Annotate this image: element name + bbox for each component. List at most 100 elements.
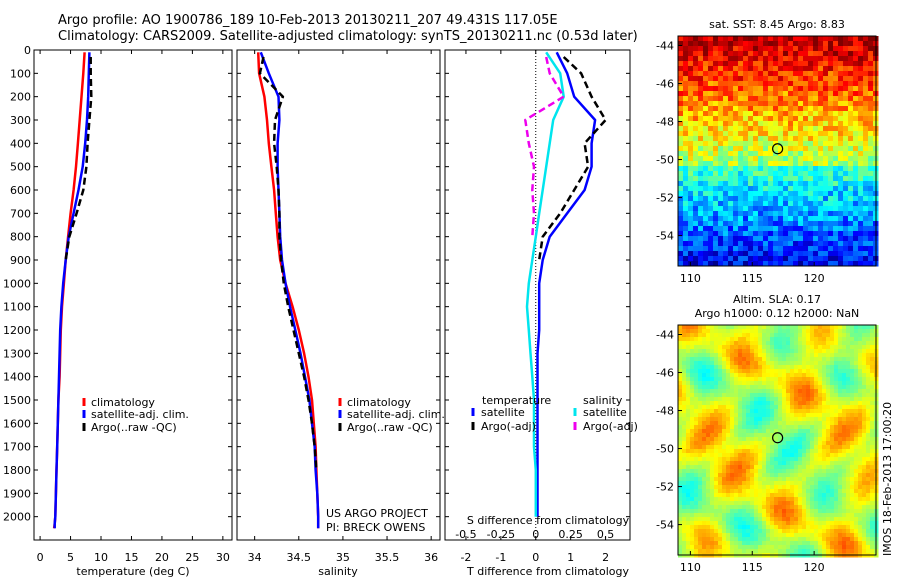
map-cell: [778, 489, 783, 494]
map-cell: [733, 231, 739, 237]
map-cell: [783, 111, 789, 117]
map-cell: [798, 385, 803, 390]
map-cell: [854, 533, 859, 538]
map-cell: [743, 181, 749, 187]
map-cell: [738, 161, 744, 167]
map-cell: [738, 493, 743, 498]
map-cell: [854, 365, 859, 370]
map-cell: [718, 156, 724, 162]
map-cell: [778, 533, 783, 538]
map-cell: [710, 417, 715, 422]
map-cell: [728, 76, 734, 82]
map-cell: [830, 449, 835, 454]
map-cell: [746, 397, 751, 402]
map-cell: [833, 81, 839, 87]
map-cell: [706, 533, 711, 538]
map-cell: [866, 333, 871, 338]
map-cell: [703, 136, 709, 142]
map-cell: [738, 226, 744, 232]
map-cell: [814, 405, 819, 410]
map-cell: [718, 453, 723, 458]
map-cell: [678, 429, 683, 434]
map-cell: [806, 493, 811, 498]
map-cell: [783, 136, 789, 142]
map-cell: [848, 191, 854, 197]
map-cell: [682, 513, 687, 518]
map-cell: [698, 256, 704, 262]
map-cell: [738, 86, 744, 92]
map-cell: [790, 473, 795, 478]
map-cell: [818, 226, 824, 232]
map-cell: [710, 505, 715, 510]
map-cell: [693, 141, 699, 147]
map-cell: [718, 545, 723, 550]
map-cell: [770, 497, 775, 502]
map-cell: [853, 106, 859, 112]
map-cell: [698, 261, 704, 267]
map-cell: [688, 146, 694, 152]
map-cell: [678, 381, 683, 386]
map-cell: [713, 181, 719, 187]
map-cell: [774, 445, 779, 450]
map-cell: [803, 116, 809, 122]
map-cell: [806, 445, 811, 450]
map-cell: [822, 461, 827, 466]
map-cell: [730, 529, 735, 534]
map-cell: [838, 116, 844, 122]
map-cell: [778, 481, 783, 486]
map-cell: [823, 251, 829, 257]
map-cell: [843, 176, 849, 182]
map-cell: [778, 381, 783, 386]
map-cell: [678, 56, 684, 62]
map-cell: [793, 226, 799, 232]
map-cell: [726, 389, 731, 394]
map-cell: [866, 401, 871, 406]
map-cell: [833, 171, 839, 177]
map-cell: [848, 221, 854, 227]
map-cell: [722, 509, 727, 514]
map-cell: [734, 525, 739, 530]
map-cell: [682, 509, 687, 514]
map-cell: [808, 51, 814, 57]
map-cell: [710, 481, 715, 486]
map-cell: [868, 236, 874, 242]
map-cell: [698, 377, 703, 382]
map-cell: [694, 405, 699, 410]
map-cell: [802, 529, 807, 534]
map-cell: [838, 517, 843, 522]
map-cell: [718, 216, 724, 222]
map-cell: [823, 211, 829, 217]
map-cell: [763, 146, 769, 152]
map-cell: [753, 166, 759, 172]
map-cell: [690, 421, 695, 426]
map-cell: [870, 389, 875, 394]
map-cell: [858, 393, 863, 398]
map-cell: [838, 513, 843, 518]
map-cell: [730, 341, 735, 346]
map-cell: [698, 111, 704, 117]
map-cell: [806, 373, 811, 378]
map-cell: [758, 461, 763, 466]
map-cell: [678, 389, 683, 394]
map-cell: [818, 341, 823, 346]
map-cell: [834, 345, 839, 350]
map-cell: [738, 365, 743, 370]
map-cell: [818, 545, 823, 550]
map-cell: [688, 41, 694, 47]
map-cell: [838, 71, 844, 77]
map-cell: [698, 161, 704, 167]
map-cell: [730, 425, 735, 430]
map-cell: [838, 417, 843, 422]
map-cell: [858, 241, 864, 247]
map-cell: [868, 191, 874, 197]
map-cell: [742, 497, 747, 502]
map-cell: [738, 437, 743, 442]
map-cell: [750, 513, 755, 518]
map-cell: [794, 541, 799, 546]
map-cell: [762, 353, 767, 358]
map-cell: [826, 397, 831, 402]
map-cell: [708, 81, 714, 87]
map-cell: [753, 86, 759, 92]
map-cell: [854, 329, 859, 334]
map-cell: [863, 231, 869, 237]
